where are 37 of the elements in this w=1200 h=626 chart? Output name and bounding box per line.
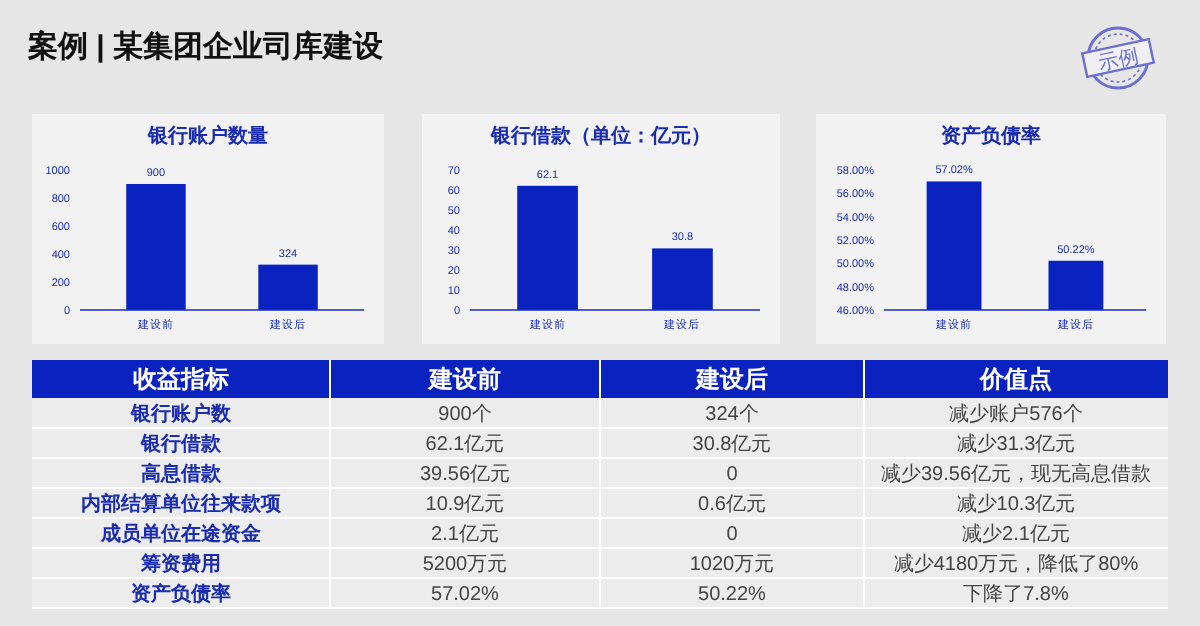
text: 减少账户576个 <box>949 402 1083 426</box>
text: 0.6亿元 <box>698 494 766 516</box>
text: 30.8亿元 <box>692 434 772 456</box>
text: 建设前 <box>427 365 501 393</box>
text: 5200万元 <box>422 554 508 576</box>
text: 减少4180万元，降低了80% <box>893 552 1139 576</box>
text: 收益指标 <box>133 365 229 393</box>
text: 减少31.3亿元 <box>956 432 1076 456</box>
text: 50.22% <box>698 584 767 606</box>
text: 成员单位在途资金 <box>99 522 263 546</box>
text: 下降了7.8% <box>963 582 1070 606</box>
text: 银行账户数 <box>129 402 233 426</box>
chart-title: 资产负债率 <box>941 124 1041 148</box>
text: 0 <box>726 464 739 486</box>
text: 高息借款 <box>141 462 223 486</box>
text: 1020万元 <box>689 554 775 576</box>
text: 银行借款 <box>139 432 223 456</box>
text: 10.9亿元 <box>425 494 505 516</box>
text: 39.56亿元 <box>419 464 511 486</box>
text: 62.1亿元 <box>425 434 505 456</box>
text: 建设后 <box>694 365 768 393</box>
text: 57.02% <box>431 584 500 606</box>
chart-title: 银行借款（单位：亿元） <box>489 124 711 148</box>
text: 减少2.1亿元 <box>962 522 1070 546</box>
text: 减少39.56亿元，现无高息借款 <box>880 462 1152 486</box>
text: 价值点 <box>978 365 1052 393</box>
text: 324个 <box>705 402 759 426</box>
text: 筹资费用 <box>139 552 221 576</box>
text: 2.1亿元 <box>431 524 499 546</box>
text: 案例 | 某集团企业司库建设 <box>26 28 386 64</box>
text: 减少10.3亿元 <box>956 492 1076 516</box>
chart-title: 银行账户数量 <box>146 124 268 148</box>
stamp-icon: 示例 <box>1080 26 1156 90</box>
text: 资产负债率 <box>131 582 231 606</box>
text: 内部结算单位往来款项 <box>81 492 283 516</box>
text: 900个 <box>438 402 492 426</box>
text: 0 <box>726 524 739 546</box>
